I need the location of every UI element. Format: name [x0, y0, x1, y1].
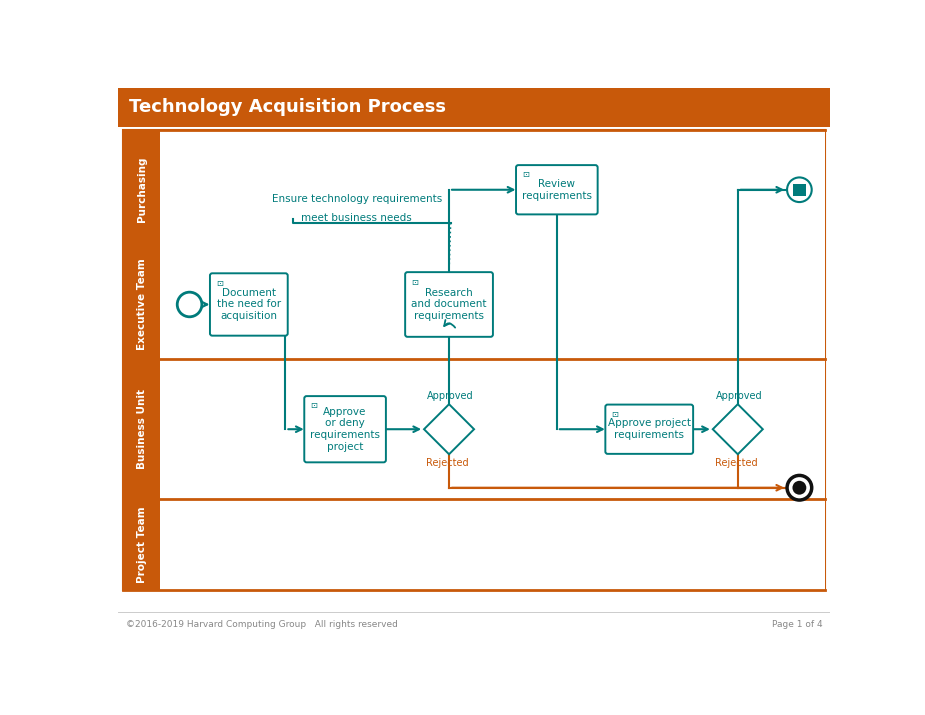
Text: Technology Acquisition Process: Technology Acquisition Process	[129, 99, 446, 117]
Text: Research
and document
requirements: Research and document requirements	[412, 288, 487, 321]
Circle shape	[793, 480, 807, 495]
Text: ⊡: ⊡	[311, 402, 317, 410]
Bar	[160, 249, 825, 359]
Bar	[123, 129, 160, 249]
FancyBboxPatch shape	[405, 272, 493, 337]
Bar	[160, 129, 825, 249]
Text: Review
requirements: Review requirements	[522, 179, 592, 200]
Text: Executive Team: Executive Team	[137, 258, 147, 350]
Polygon shape	[713, 404, 763, 454]
Text: ⊡: ⊡	[611, 410, 619, 419]
Circle shape	[787, 177, 812, 202]
Text: Document
the need for
acquisition: Document the need for acquisition	[216, 288, 281, 321]
Text: ⊡: ⊡	[412, 277, 418, 287]
FancyBboxPatch shape	[516, 165, 598, 214]
Text: Rejected: Rejected	[426, 458, 469, 468]
Text: Project Team: Project Team	[137, 506, 147, 583]
Text: Approved: Approved	[716, 391, 762, 401]
Circle shape	[787, 475, 812, 500]
Text: ⊡: ⊡	[523, 170, 529, 179]
Bar	[123, 249, 160, 359]
Text: ⊡: ⊡	[216, 279, 223, 287]
FancyBboxPatch shape	[210, 273, 288, 335]
Text: Approved: Approved	[427, 391, 474, 401]
Bar	[123, 499, 160, 590]
Bar	[123, 359, 160, 499]
Bar	[118, 88, 831, 127]
Text: Page 1 of 4: Page 1 of 4	[771, 619, 822, 628]
Polygon shape	[424, 404, 474, 454]
Bar	[123, 129, 825, 590]
Bar	[160, 499, 825, 590]
Text: Business Unit: Business Unit	[137, 389, 147, 469]
Text: Purchasing: Purchasing	[137, 157, 147, 222]
Text: Rejected: Rejected	[715, 458, 758, 468]
Text: meet business needs: meet business needs	[302, 213, 412, 223]
Text: Ensure technology requirements: Ensure technology requirements	[272, 194, 442, 204]
FancyBboxPatch shape	[605, 405, 693, 454]
Text: Approve project
requirements: Approve project requirements	[608, 418, 691, 440]
Bar	[160, 359, 825, 499]
FancyBboxPatch shape	[304, 396, 386, 463]
Circle shape	[178, 292, 202, 317]
Bar	[794, 184, 806, 196]
Text: Approve
or deny
requirements
project: Approve or deny requirements project	[310, 407, 380, 452]
Text: ©2016-2019 Harvard Computing Group   All rights reserved: ©2016-2019 Harvard Computing Group All r…	[126, 619, 398, 628]
